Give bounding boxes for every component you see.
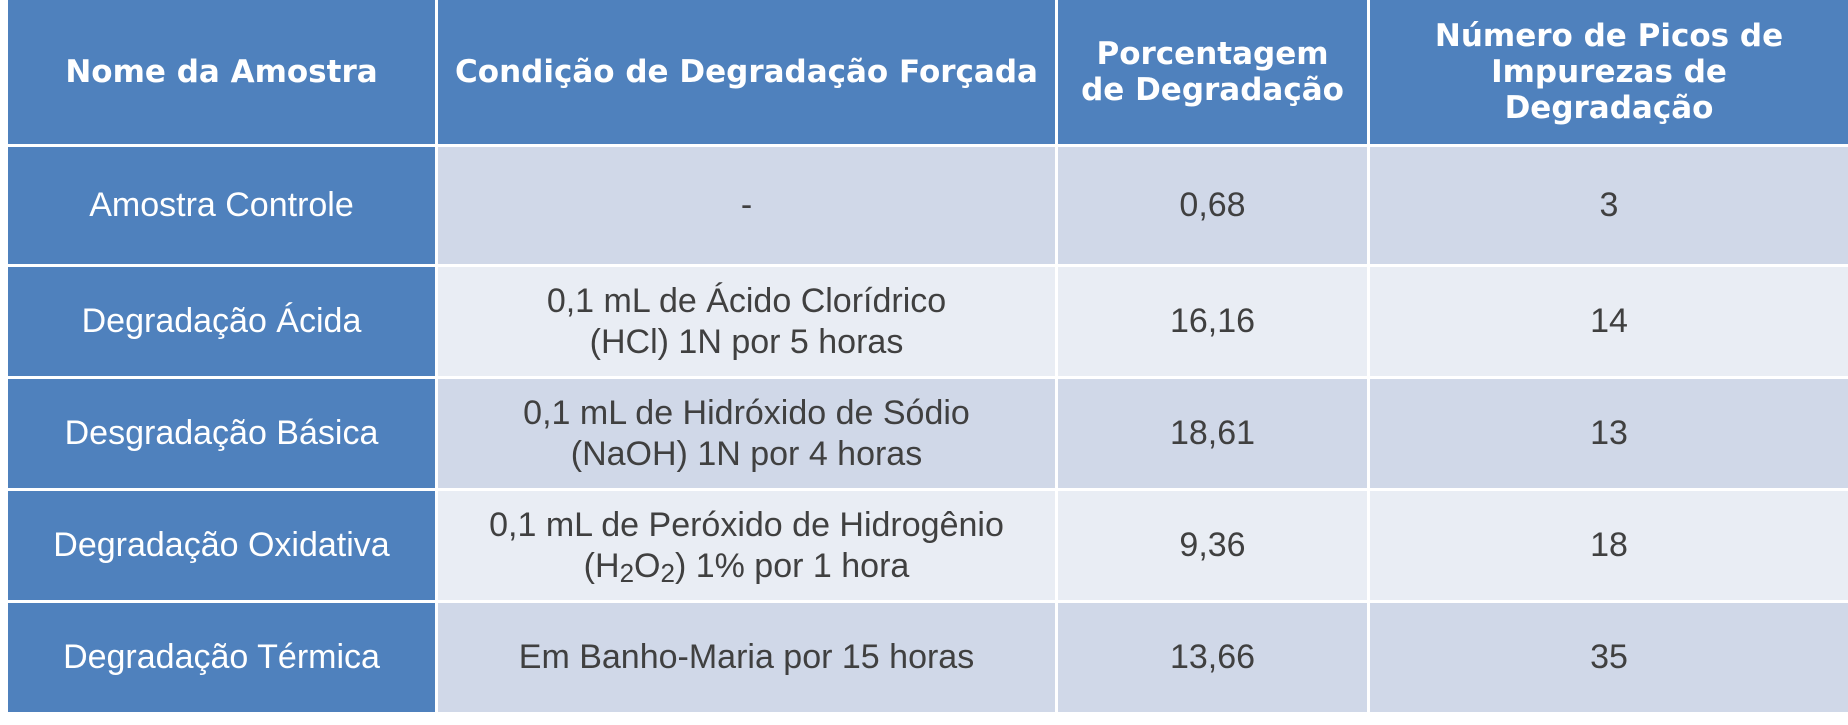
subscript-2: 2 <box>660 557 675 588</box>
formula-close: ) 1% por 1 hora <box>674 546 910 585</box>
header-row: Nome da Amostra Condição de Degradação F… <box>8 0 1848 147</box>
condition-cell: 0,1 mL de Hidróxido de Sódio (NaOH) 1N p… <box>438 379 1058 491</box>
formula-oxygen: O <box>634 546 661 585</box>
sample-name-cell: Degradação Oxidativa <box>8 491 438 603</box>
table-row: Degradação Oxidativa 0,1 mL de Peróxido … <box>8 491 1848 603</box>
sample-name-cell: Degradação Térmica <box>8 603 438 715</box>
condition-cell: 0,1 mL de Peróxido de Hidrogênio (H2O2) … <box>438 491 1058 603</box>
condition-cell: Em Banho-Maria por 15 horas <box>438 603 1058 715</box>
header-impurity-peak-count: Número de Picos de Impurezas de Degradaç… <box>1370 0 1848 147</box>
percent-cell: 18,61 <box>1058 379 1370 491</box>
table-row: Degradação Ácida 0,1 mL de Ácido Clorídr… <box>8 267 1848 379</box>
sample-name-cell: Degradação Ácida <box>8 267 438 379</box>
sample-name-cell: Desgradação Básica <box>8 379 438 491</box>
header-degradation-condition: Condição de Degradação Forçada <box>438 0 1058 147</box>
condition-line-2: (NaOH) 1N por 4 horas <box>570 434 923 473</box>
table-row: Desgradação Básica 0,1 mL de Hidróxido d… <box>8 379 1848 491</box>
peaks-cell: 18 <box>1370 491 1848 603</box>
condition-line-1: 0,1 mL de Peróxido de Hidrogênio <box>489 505 1004 544</box>
condition-line-2: (HCl) 1N por 5 horas <box>589 322 904 361</box>
peaks-cell: 3 <box>1370 147 1848 267</box>
formula-open: (H <box>583 546 620 585</box>
percent-cell: 9,36 <box>1058 491 1370 603</box>
header-degradation-percentage: Porcentagem de Degradação <box>1058 0 1370 147</box>
percent-cell: 16,16 <box>1058 267 1370 379</box>
percent-cell: 0,68 <box>1058 147 1370 267</box>
header-sample-name: Nome da Amostra <box>8 0 438 147</box>
peaks-cell: 14 <box>1370 267 1848 379</box>
peaks-cell: 35 <box>1370 603 1848 715</box>
peaks-cell: 13 <box>1370 379 1848 491</box>
condition-cell: - <box>438 147 1058 267</box>
percent-cell: 13,66 <box>1058 603 1370 715</box>
condition-line-2: (H2O2) 1% por 1 hora <box>583 546 910 588</box>
condition-cell: 0,1 mL de Ácido Clorídrico (HCl) 1N por … <box>438 267 1058 379</box>
subscript-2: 2 <box>619 557 635 588</box>
table-row: Degradação Térmica Em Banho-Maria por 15… <box>8 603 1848 715</box>
sample-name-cell: Amostra Controle <box>8 147 438 267</box>
degradation-table-container: Nome da Amostra Condição de Degradação F… <box>8 0 1848 725</box>
condition-line-1: 0,1 mL de Hidróxido de Sódio <box>523 393 970 432</box>
condition-line-1: 0,1 mL de Ácido Clorídrico <box>546 281 947 320</box>
table-row: Amostra Controle - 0,68 3 <box>8 147 1848 267</box>
degradation-table: Nome da Amostra Condição de Degradação F… <box>8 0 1848 715</box>
